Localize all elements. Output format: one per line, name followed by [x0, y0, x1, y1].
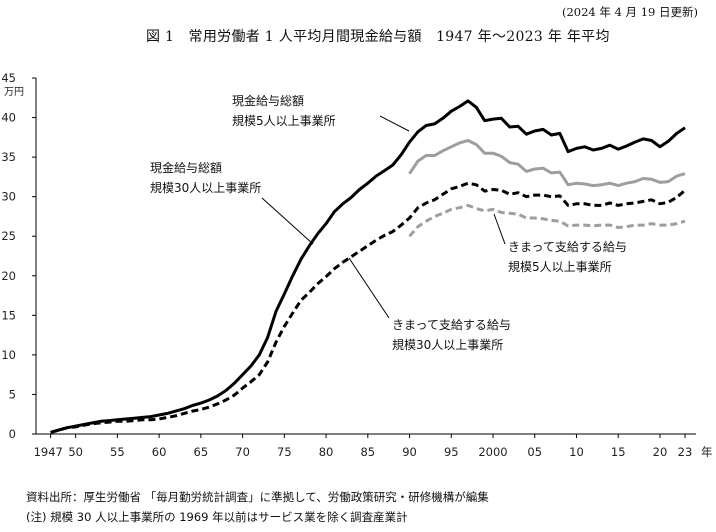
- series-label-fixed5: きまって支給する給与: [508, 240, 627, 254]
- x-tick-label: 70: [235, 445, 250, 459]
- series-lines: [50, 99, 686, 434]
- y-tick-label: 30: [1, 190, 16, 204]
- x-tick-label: 23: [678, 445, 693, 459]
- x-tick-label: 1947: [34, 445, 63, 459]
- x-tick-label: 10: [569, 445, 584, 459]
- y-tick-label: 5: [9, 387, 16, 401]
- y-tick-label: 25: [1, 229, 16, 243]
- y-tick-label: 15: [1, 308, 16, 322]
- x-tick-label: 55: [110, 445, 125, 459]
- x-axis-unit: 年: [701, 445, 713, 459]
- x-tick-label: 15: [611, 445, 626, 459]
- series-line-fixed5: [408, 203, 686, 238]
- series-label-fixed5: 規模5人以上事業所: [508, 259, 612, 274]
- leader-line-fixed30: [348, 257, 390, 319]
- chart-title: 図 1 常用労働者 1 人平均月間現金給与額 1947 年～2023 年 年平均: [146, 29, 610, 45]
- series-annotations: 現金給与総額規模30人以上事業所現金給与総額規模5人以上事業所きまって支給する給…: [150, 93, 627, 352]
- x-tick-label: 20: [653, 445, 668, 459]
- series-label-total5: 現金給与総額: [232, 93, 304, 108]
- x-tick-label: 65: [194, 445, 209, 459]
- x-tick-label: 85: [360, 445, 375, 459]
- y-tick-label: 45: [1, 71, 16, 85]
- y-tick-label: 0: [9, 427, 16, 441]
- y-tick-label: 40: [1, 111, 16, 125]
- series-label-total30: 規模30人以上事業所: [150, 180, 261, 195]
- series-label-total30: 現金給与総額: [150, 160, 222, 175]
- series-label-fixed30: きまって支給する給与: [392, 318, 511, 332]
- y-tick-label: 20: [1, 269, 16, 283]
- leader-line-fixed5: [493, 213, 506, 245]
- x-tick-label: 95: [444, 445, 459, 459]
- axes: [35, 78, 696, 435]
- y-tick-label: 35: [1, 150, 16, 164]
- series-line-total5: [408, 139, 686, 188]
- series-line-fixed30: [50, 181, 686, 434]
- series-line-total30: [50, 99, 686, 434]
- updated-date: (2024 年 4 月 19 日更新): [562, 5, 698, 19]
- x-tick-label: 75: [277, 445, 292, 459]
- x-tick-label: 90: [402, 445, 417, 459]
- leader-line-total5: [379, 115, 410, 132]
- x-axis-ticks: 1947 50 55 60 65 70 75 80 85 90 95 2000 05 10 15 20 23 年: [34, 434, 713, 459]
- x-tick-label: 2000: [478, 445, 507, 459]
- x-tick-label: 60: [152, 445, 167, 459]
- leader-line-total30: [261, 197, 314, 245]
- y-axis-ticks: 0 5 10 15 20 25 30 35 40 45 万円: [1, 71, 36, 441]
- footnote: (注) 規模 30 人以上事業所の 1969 年以前はサービス業を除く調査産業計: [26, 510, 408, 524]
- source-note: 資料出所：厚生労働省 「毎月勤労統計調査」に準拠して、労働政策研究・研修機構が編…: [26, 490, 489, 504]
- x-tick-label: 50: [68, 445, 83, 459]
- x-tick-label: 80: [319, 445, 334, 459]
- y-tick-label: 10: [1, 348, 16, 362]
- series-label-total5: 規模5人以上事業所: [232, 113, 336, 128]
- y-axis-unit: 万円: [4, 87, 24, 98]
- x-tick-label: 05: [527, 445, 542, 459]
- series-label-fixed30: 規模30人以上事業所: [392, 337, 503, 352]
